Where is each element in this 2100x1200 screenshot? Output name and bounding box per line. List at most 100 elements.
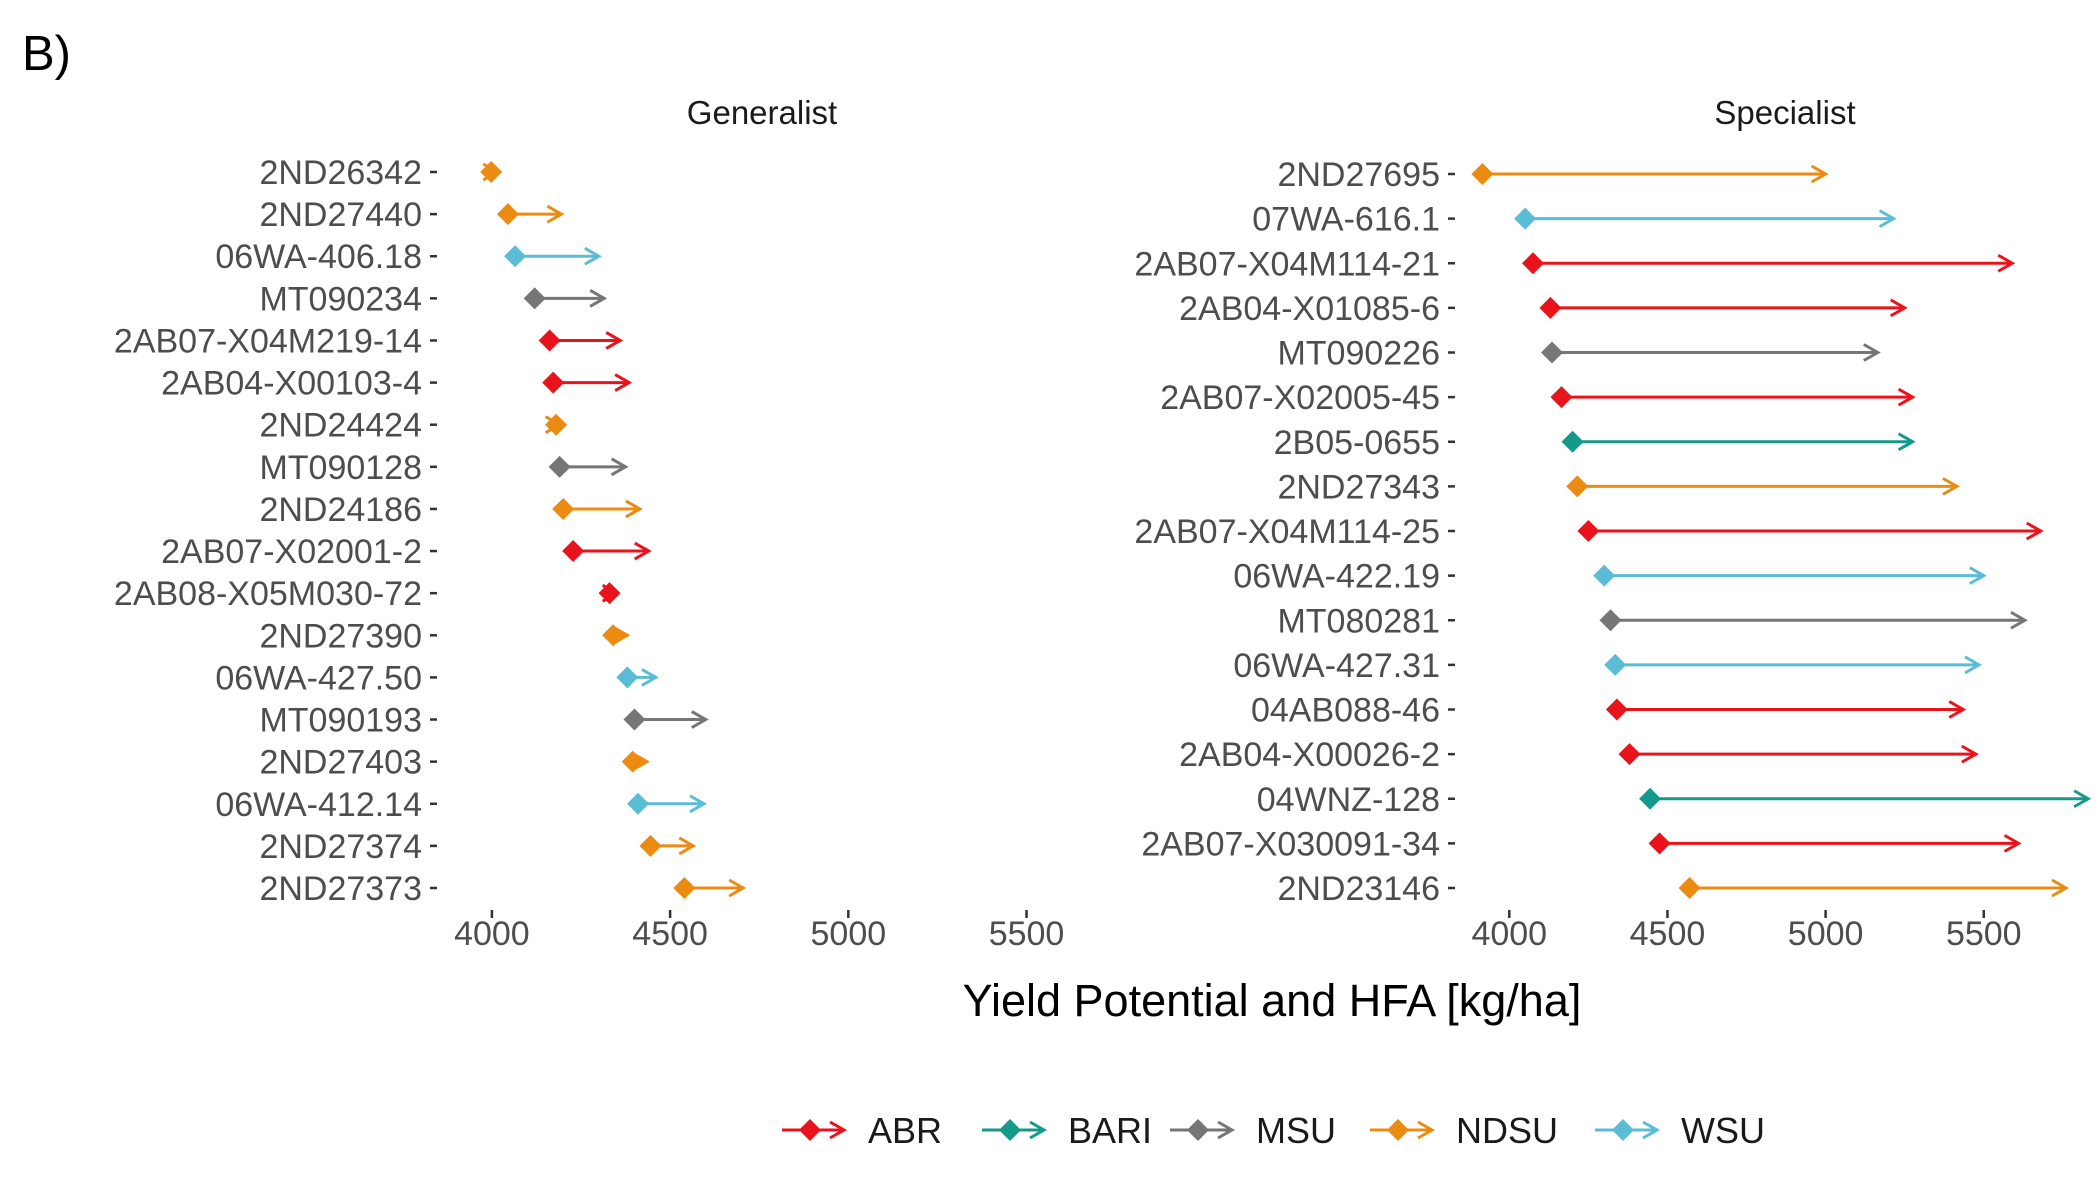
- y-tick-label-2ab04-x00026-2: 2AB04-X00026-2: [1179, 736, 1440, 774]
- legend-key-diamond-abr: [799, 1119, 821, 1141]
- legend-label-bari: BARI: [1068, 1110, 1152, 1151]
- start-point-2nd24186: [552, 497, 575, 520]
- start-point-2nd27343: [1566, 475, 1589, 498]
- arrow-head-06wa-427-31: [1964, 655, 1983, 675]
- legend-key-arrow-wsu: [1642, 1120, 1661, 1140]
- y-tick-label-2nd26342: 2ND26342: [259, 154, 422, 192]
- y-tick-label-07wa-616-1: 07WA-616.1: [1252, 201, 1440, 239]
- y-tick-label-2nd24424: 2ND24424: [259, 407, 422, 445]
- start-point-06wa-406-18: [504, 245, 527, 268]
- x-tick-label-specialist-5500: 5500: [1946, 915, 2022, 953]
- panel-title-generalist: Generalist: [687, 94, 837, 131]
- start-point-2nd27403: [621, 750, 644, 773]
- panel-generalist: Generalist 2ND26342 2ND27440 06WA-406.18 MT…: [114, 94, 1064, 953]
- y-tick-label-2ab07-x02005-45: 2AB07-X02005-45: [1160, 379, 1440, 417]
- arrow-head-mt090128: [610, 457, 629, 477]
- x-axis-title: Yield Potential and HFA [kg/ha]: [963, 975, 1582, 1026]
- arrow-head-04ab088-46: [1948, 700, 1967, 719]
- start-point-06wa-427-50: [616, 666, 639, 689]
- y-tick-label-2ab08-x05m030-72: 2AB08-X05M030-72: [114, 575, 422, 613]
- arrow-head-mt090234: [589, 289, 608, 308]
- start-point-mt090193: [623, 708, 646, 731]
- arrow-head-06wa-427-50: [641, 668, 659, 687]
- start-point-2ab07-x02001-2: [562, 540, 585, 563]
- y-tick-label-2ab07-x02001-2: 2AB07-X02001-2: [161, 533, 422, 571]
- legend-label-wsu: WSU: [1681, 1110, 1765, 1151]
- arrow-head-2nd23146: [2051, 878, 2070, 898]
- marks-specialist: [1471, 163, 2092, 899]
- y-tick-label-2b05-0655: 2B05-0655: [1274, 424, 1440, 462]
- y-tick-label-2ab07-x04m114-21: 2AB07-X04M114-21: [1134, 245, 1440, 283]
- y-tick-label-06wa-422-19: 06WA-422.19: [1233, 558, 1440, 596]
- arrow-head-mt080281: [2010, 610, 2028, 630]
- start-point-mt090226: [1540, 341, 1563, 364]
- x-tick-label-generalist-4000: 4000: [454, 915, 530, 953]
- legend: ABR BARI MSU NDSU WSU: [782, 1110, 1765, 1151]
- legend-key-arrow-msu: [1217, 1120, 1236, 1140]
- x-tick-label-specialist-4500: 4500: [1630, 915, 1706, 953]
- arrow-head-2nd24186: [625, 499, 643, 519]
- start-point-04wnz-128: [1639, 787, 1662, 810]
- x-tick-label-specialist-5000: 5000: [1788, 915, 1864, 953]
- arrow-head-06wa-412-14: [689, 794, 707, 814]
- start-point-2ab04-x01085-6: [1539, 296, 1562, 319]
- arrow-head-2ab04-x00026-2: [1961, 744, 1979, 764]
- arrow-head-mt090193: [691, 710, 709, 729]
- y-tick-label-2ab04-x01085-6: 2AB04-X01085-6: [1179, 290, 1440, 328]
- legend-key-diamond-msu: [1187, 1119, 1209, 1141]
- arrow-head-2nd27374: [678, 836, 697, 856]
- x-tick-label-generalist-5500: 5500: [989, 915, 1065, 953]
- y-tick-label-06wa-427-31: 06WA-427.31: [1233, 647, 1440, 685]
- start-point-2ab07-x04m114-25: [1577, 520, 1600, 542]
- x-tick-label-generalist-5000: 5000: [811, 915, 887, 953]
- y-ticks-specialist: 2ND27695 07WA-616.1 2AB07-X04M114-21 2AB04-…: [1134, 156, 1455, 908]
- start-point-2nd27695: [1471, 163, 1494, 185]
- y-tick-label-mt090234: MT090234: [259, 280, 422, 318]
- legend-key-arrow-bari: [1029, 1120, 1048, 1140]
- arrow-head-06wa-422-19: [1969, 566, 1987, 585]
- y-tick-label-06wa-412-14: 06WA-412.14: [215, 786, 422, 824]
- arrow-head-2ab04-x00103-4: [614, 373, 633, 392]
- start-point-06wa-422-19: [1593, 564, 1616, 587]
- arrow-head-2nd27343: [1942, 477, 1960, 496]
- start-point-04ab088-46: [1605, 698, 1628, 721]
- arrow-head-2nd27373: [728, 878, 747, 898]
- x-tick-label-generalist-4500: 4500: [632, 915, 708, 953]
- arrow-head-07wa-616-1: [1878, 209, 1897, 228]
- start-point-mt080281: [1599, 609, 1622, 632]
- start-point-2ab04-x00026-2: [1618, 743, 1641, 766]
- y-tick-label-2nd27374: 2ND27374: [259, 828, 422, 866]
- y-tick-label-2nd27695: 2ND27695: [1277, 156, 1440, 194]
- y-tick-label-mt090128: MT090128: [259, 449, 422, 487]
- figure-label: B): [22, 27, 71, 81]
- panel-title-specialist: Specialist: [1714, 94, 1855, 131]
- y-tick-label-06wa-427-50: 06WA-427.50: [215, 659, 422, 697]
- y-tick-label-2ab07-x04m114-25: 2AB07-X04M114-25: [1134, 513, 1440, 551]
- arrow-head-06wa-406-18: [584, 246, 602, 266]
- legend-key-diamond-bari: [999, 1119, 1021, 1141]
- arrow-head-04wnz-128: [2073, 789, 2092, 809]
- start-point-2b05-0655: [1561, 430, 1584, 453]
- start-point-2ab07-x04m114-21: [1522, 252, 1545, 275]
- y-ticks-generalist: 2ND26342 2ND27440 06WA-406.18 MT090234 2AB07…: [114, 154, 437, 908]
- y-tick-label-04ab088-46: 04AB088-46: [1251, 692, 1440, 730]
- y-tick-label-2nd27440: 2ND27440: [259, 196, 422, 234]
- legend-label-msu: MSU: [1256, 1110, 1336, 1151]
- y-tick-label-mt080281: MT080281: [1277, 602, 1440, 640]
- y-tick-label-2nd24186: 2ND24186: [259, 491, 422, 529]
- legend-label-abr: ABR: [868, 1110, 942, 1151]
- start-point-2ab04-x00103-4: [542, 371, 565, 394]
- start-point-06wa-427-31: [1604, 653, 1627, 676]
- y-tick-label-2nd27403: 2ND27403: [259, 744, 422, 782]
- y-tick-label-mt090193: MT090193: [259, 702, 422, 740]
- y-tick-label-2ab07-x04m219-14: 2AB07-X04M219-14: [114, 322, 422, 360]
- y-tick-label-06wa-406-18: 06WA-406.18: [215, 238, 422, 276]
- arrow-head-2nd27695: [1810, 164, 1829, 184]
- legend-key-arrow-ndsu: [1417, 1120, 1436, 1140]
- x-ticks-specialist: 4000 4500 5000 5500: [1471, 910, 2022, 953]
- legend-key-diamond-ndsu: [1387, 1119, 1409, 1141]
- arrow-head-2ab07-x02005-45: [1897, 387, 1916, 407]
- start-point-2ab07-x030091-34: [1648, 832, 1671, 855]
- y-tick-label-2ab04-x00103-4: 2AB04-X00103-4: [161, 365, 422, 403]
